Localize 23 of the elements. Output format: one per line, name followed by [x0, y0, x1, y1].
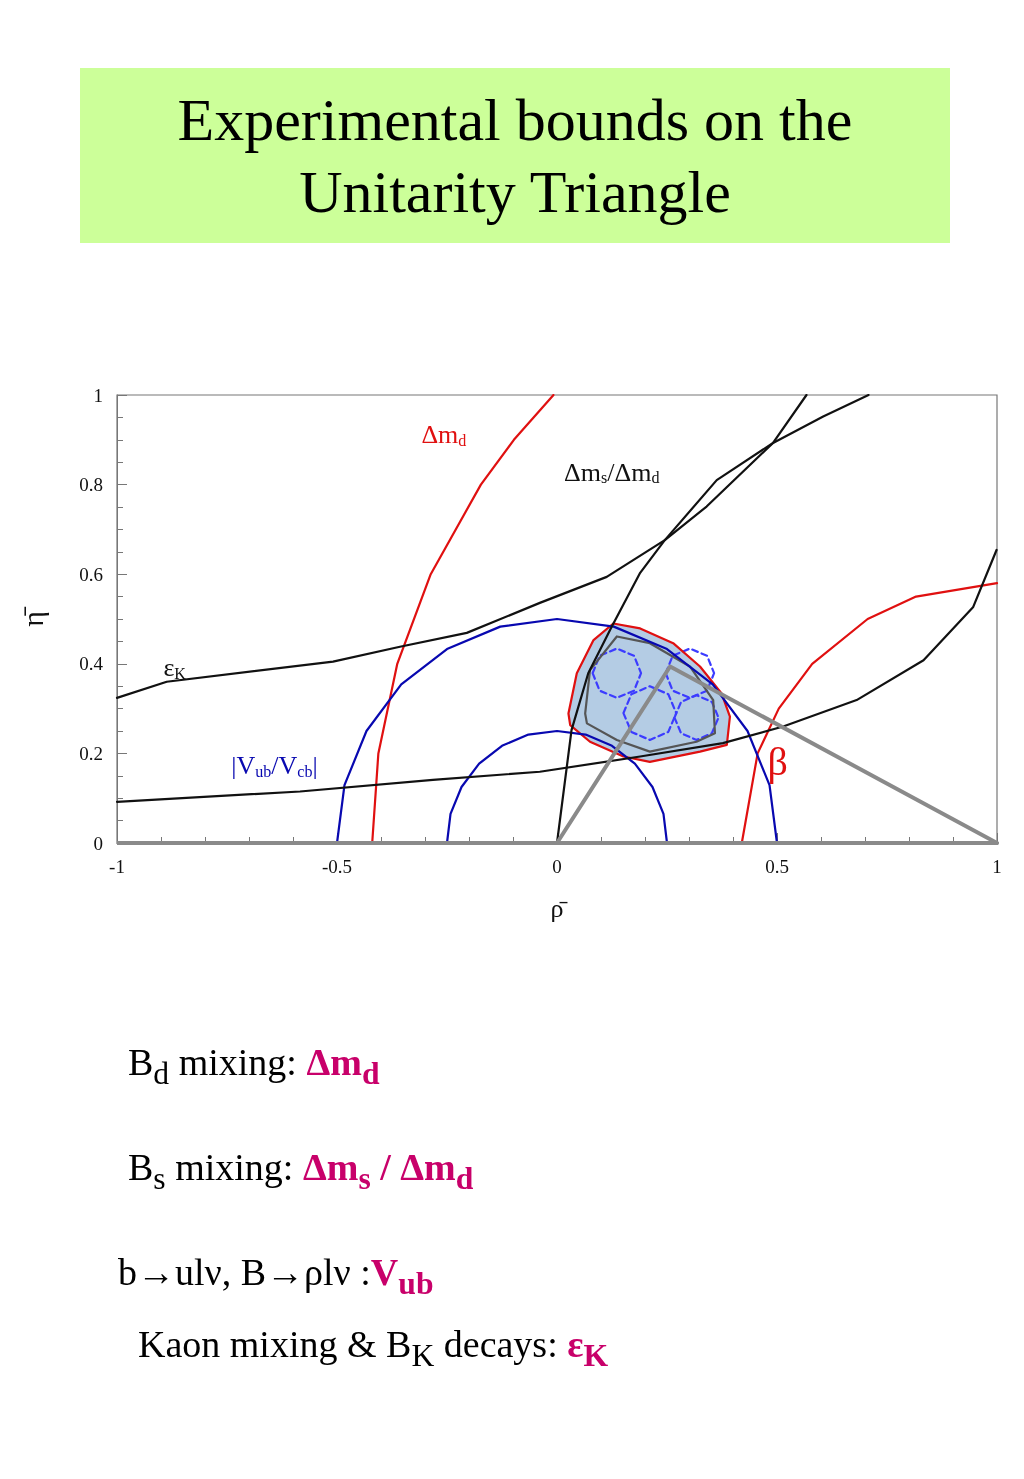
text: b→ulν, B→ρlν :V$_{ub}$	[118, 1250, 434, 1302]
y-tick-label: 0.6	[79, 563, 103, 585]
y-tick-label: 1	[93, 384, 103, 406]
y-tick-label: 0.4	[79, 653, 104, 675]
x-axis-title: ρ̄	[550, 893, 568, 923]
series-label: εK	[163, 653, 187, 683]
y-tick-label: 0.8	[79, 474, 103, 496]
y-tick-label: 0.2	[79, 742, 103, 764]
text: B$_{s}$ mixing: Δm$_{s}$ / Δm$_{d}$	[128, 1145, 474, 1197]
text: Kaon mixing & B$_{K}$ decays: ε$_{K}$	[138, 1322, 609, 1374]
series-label: |Vub/Vcb|	[231, 750, 318, 780]
x-tick-label: 0.5	[765, 856, 789, 877]
y-axis-title: η̄	[15, 606, 49, 627]
series-label: Δmd	[421, 420, 467, 450]
chart-title: Experimental bounds on the Unitarity Triangle	[80, 68, 950, 243]
x-tick-label: -0.5	[321, 856, 353, 877]
x-tick-label: 0	[552, 856, 562, 877]
y-tick-label: 0	[93, 832, 103, 854]
series-label: β	[767, 738, 788, 784]
x-tick-label: 1	[992, 856, 1002, 877]
series-label: Δms/Δmd	[564, 457, 660, 487]
x-tick-label: -1	[109, 856, 125, 877]
text: B$_{d}$ mixing: Δm$_{d}$	[128, 1040, 380, 1092]
